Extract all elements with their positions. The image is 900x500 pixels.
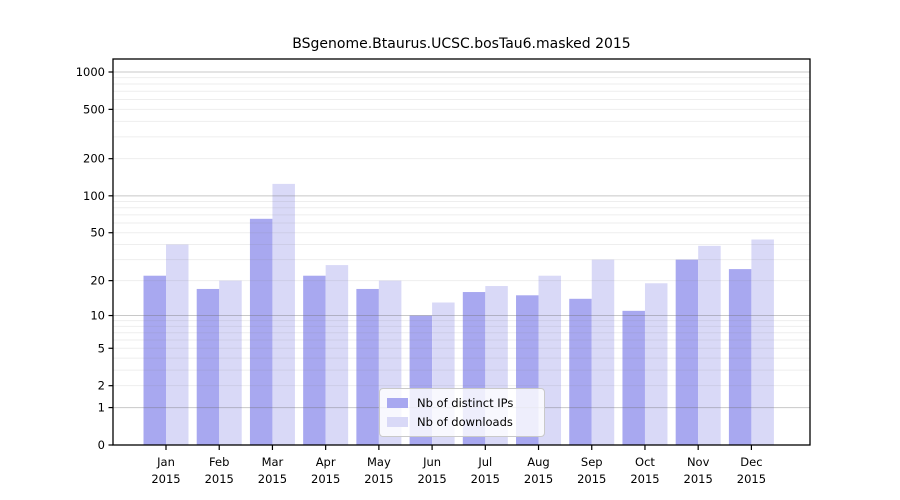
x-tick-label-year-jul: 2015 [471, 472, 500, 486]
x-tick-label-month-oct: Oct [635, 455, 655, 469]
bar-nb-of-downloads-feb [219, 280, 242, 445]
legend-item-downloads: Nb of downloads [387, 415, 537, 429]
x-tick-label-year-apr: 2015 [311, 472, 340, 486]
y-tick-label-50: 50 [90, 226, 105, 240]
y-tick-label-10: 10 [90, 309, 105, 323]
x-tick-label-month-apr: Apr [316, 455, 336, 469]
legend: Nb of distinct IPs Nb of downloads [379, 388, 545, 437]
plot-border [112, 58, 811, 446]
x-tick-label-month-feb: Feb [209, 455, 229, 469]
x-tick-label-year-nov: 2015 [684, 472, 713, 486]
x-tick-label-year-aug: 2015 [524, 472, 553, 486]
x-tick-label-month-may: May [367, 455, 391, 469]
y-tick-label-1: 1 [98, 401, 105, 415]
x-tick-label-year-jun: 2015 [417, 472, 446, 486]
x-tick-label-month-mar: Mar [262, 455, 284, 469]
bar-nb-of-distinct-ips-dec [728, 269, 752, 445]
y-tick-label-500: 500 [83, 102, 105, 116]
bar-nb-of-distinct-ips-nov [675, 259, 699, 445]
bar-nb-of-distinct-ips-mar [249, 218, 273, 445]
y-tick-label-1000: 1000 [76, 65, 105, 79]
bar-nb-of-distinct-ips-may [356, 288, 379, 445]
y-tick-label-20: 20 [90, 274, 105, 288]
legend-item-distinct-ips: Nb of distinct IPs [387, 396, 537, 410]
bar-nb-of-distinct-ips-oct [622, 310, 645, 445]
x-tick-label-year-feb: 2015 [205, 472, 234, 486]
x-tick-label-year-dec: 2015 [737, 472, 766, 486]
bar-nb-of-distinct-ips-sep [569, 298, 592, 445]
x-tick-label-year-may: 2015 [364, 472, 393, 486]
x-tick-label-year-jan: 2015 [151, 472, 180, 486]
x-tick-label-month-jun: Jun [422, 455, 441, 469]
legend-label-downloads: Nb of downloads [417, 414, 513, 429]
bar-nb-of-downloads-apr [325, 265, 349, 445]
x-tick-label-month-jul: Jul [477, 455, 492, 469]
y-tick-label-5: 5 [98, 341, 105, 355]
x-tick-label-month-dec: Dec [740, 455, 762, 469]
x-tick-label-year-sep: 2015 [577, 472, 606, 486]
y-tick-label-100: 100 [83, 189, 105, 203]
y-tick-label-200: 200 [83, 152, 105, 166]
legend-label-distinct-ips: Nb of distinct IPs [417, 396, 514, 411]
x-tick-label-month-nov: Nov [687, 455, 710, 469]
x-tick-label-month-aug: Aug [527, 455, 549, 469]
x-tick-label-month-jan: Jan [156, 455, 175, 469]
chart-title: BSgenome.Btaurus.UCSC.bosTau6.masked 201… [292, 36, 631, 52]
bar-nb-of-downloads-nov [698, 245, 721, 445]
y-tick-label-2: 2 [98, 379, 105, 393]
legend-swatch-downloads-icon [387, 416, 408, 427]
bar-nb-of-distinct-ips-apr [303, 275, 326, 445]
bar-nb-of-downloads-dec [751, 239, 774, 445]
bar-nb-of-downloads-oct [644, 283, 668, 445]
bar-nb-of-downloads-sep [591, 259, 615, 445]
bar-nb-of-downloads-mar [272, 183, 295, 445]
bar-nb-of-downloads-jan [166, 244, 189, 445]
legend-swatch-distinct-ips-icon [387, 398, 408, 409]
bar-nb-of-distinct-ips-feb [196, 288, 220, 445]
bar-nb-of-distinct-ips-jan [143, 275, 166, 445]
y-tick-label-0: 0 [98, 438, 105, 452]
x-tick-label-month-sep: Sep [581, 455, 603, 469]
x-tick-label-year-oct: 2015 [630, 472, 659, 486]
x-tick-label-year-mar: 2015 [258, 472, 287, 486]
